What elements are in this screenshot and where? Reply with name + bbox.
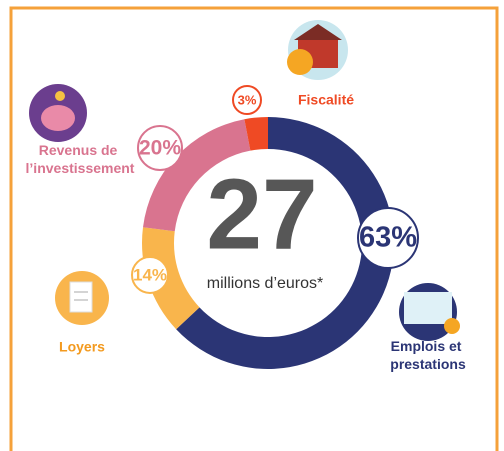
icon-investment xyxy=(29,84,87,142)
donut-segment xyxy=(142,227,200,330)
percent-badge xyxy=(131,256,169,294)
percent-label: 20% xyxy=(139,137,181,160)
donut-segment xyxy=(244,117,268,151)
category-label: Revenus de l’investissement xyxy=(26,142,135,176)
center-value: 27 xyxy=(206,158,317,270)
percent-badge xyxy=(137,125,183,171)
percent-label: 3% xyxy=(238,92,257,107)
category-label: Emplois et prestations xyxy=(390,338,466,372)
donut-segment xyxy=(176,117,394,369)
center-label: millions d’euros* xyxy=(207,275,324,292)
donut-segment xyxy=(142,119,251,232)
icon-tax xyxy=(287,20,348,80)
percent-label: 63% xyxy=(359,222,417,254)
percent-badge xyxy=(357,207,419,269)
category-label: Fiscalité xyxy=(298,92,354,108)
icon-jobs xyxy=(399,283,460,341)
percent-badge xyxy=(232,85,262,115)
frame xyxy=(9,6,499,451)
percent-label: 14% xyxy=(133,265,167,284)
category-label: Loyers xyxy=(59,339,105,355)
icon-rent xyxy=(55,271,109,325)
